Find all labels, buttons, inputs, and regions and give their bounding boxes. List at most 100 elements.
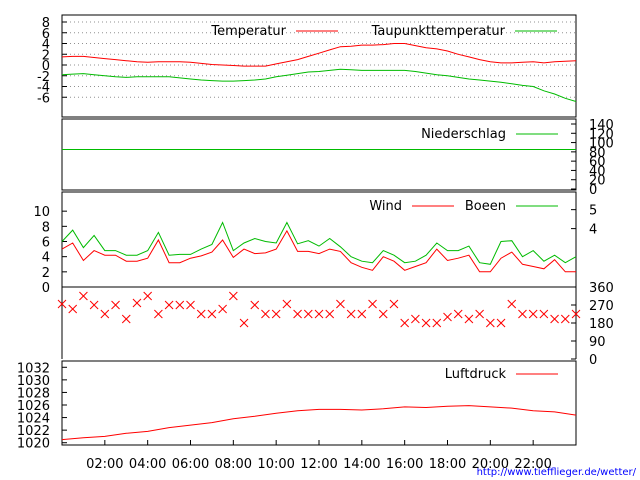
legend-label: Niederschlag [421, 127, 506, 142]
wind-direction-x-stroke [539, 309, 549, 319]
y-tick-label: 0 [42, 59, 50, 74]
wind-direction-point [143, 291, 153, 301]
wind-direction-x-stroke [453, 309, 463, 319]
y2-tick-label: 140 [589, 118, 614, 133]
y-tick-label: 4 [42, 38, 50, 53]
wind-direction-point [485, 318, 495, 328]
wind-direction-point [175, 300, 185, 310]
source-url: http://www.tiefflieger.de/wetter/ [477, 467, 637, 478]
wind-direction-point [261, 309, 270, 319]
wind-direction-x-stroke [314, 309, 324, 319]
x-tick-label: 08:00 [215, 457, 252, 472]
wind-direction-x-stroke [336, 299, 345, 309]
wind-direction-point [79, 291, 88, 301]
y2-tick-label: 180 [589, 317, 614, 332]
wind-direction-x-stroke [132, 298, 142, 308]
y-tick-label: -6 [37, 91, 50, 106]
legend-label: Luftdruck [445, 367, 507, 382]
wind-direction-point [368, 299, 377, 309]
wind-direction-point [571, 309, 581, 319]
wind-direction-point [560, 314, 570, 324]
wind-direction-point [421, 318, 431, 328]
temperature-series-line [61, 68, 577, 102]
wind-direction-point [496, 318, 506, 328]
wind-direction-x-stroke [293, 309, 302, 319]
wind-direction-point [314, 309, 324, 319]
y-tick-label: 0 [42, 281, 50, 296]
wind-direction-point [164, 300, 174, 310]
wind-direction-x-stroke [143, 291, 153, 301]
x-tick-label: 16:00 [386, 457, 423, 472]
wind-direction-point [336, 299, 345, 309]
wind-direction-x-stroke [346, 309, 356, 319]
wind-direction-x-stroke [282, 299, 292, 309]
x-tick-label: 18:00 [429, 457, 466, 472]
wind-direction-point [400, 318, 410, 328]
wind-series-line [61, 221, 577, 265]
wind-direction-point [453, 309, 463, 319]
wind-direction-x-stroke [261, 309, 270, 319]
wind-direction-point [89, 300, 99, 310]
x-tick-label: 12:00 [300, 457, 337, 472]
x-tick-label: 04:00 [129, 457, 166, 472]
wind-direction-x-stroke [121, 314, 131, 324]
wind-direction-point [432, 318, 442, 328]
wind-direction-x-stroke [154, 309, 163, 319]
wind-direction-x-stroke [368, 299, 377, 309]
y-tick-label: 1024 [17, 412, 50, 427]
precipitation-panel-frame [61, 118, 577, 191]
y2-tick-label: 60 [589, 155, 606, 170]
wind-direction-x-stroke [89, 300, 99, 310]
y-tick-label: 8 [42, 220, 50, 235]
wind-direction-x-stroke [68, 304, 78, 314]
x-tick-label: 10:00 [257, 457, 294, 472]
wind-direction-point [464, 314, 474, 324]
wind-direction-x-stroke [528, 309, 538, 319]
y-tick-label: -4 [37, 81, 50, 96]
wind-direction-x-stroke [443, 312, 452, 322]
wind-direction-point [196, 309, 206, 319]
wind-direction-point [250, 300, 260, 310]
wind-direction-point [218, 304, 227, 314]
wind-direction-point [228, 291, 238, 301]
y2-tick-label: 20 [589, 174, 606, 189]
wind-direction-point [357, 309, 367, 319]
y-tick-label: 1028 [17, 386, 50, 401]
y-tick-label: 6 [42, 236, 50, 251]
wind-direction-point [271, 309, 281, 319]
wind-direction-x-stroke [496, 318, 506, 328]
wind-direction-x-stroke [485, 318, 495, 328]
wind-direction-x-stroke [271, 309, 281, 319]
wind-direction-x-stroke [518, 309, 527, 319]
y-tick-label: 6 [42, 27, 50, 42]
y2-tick-label: 0 [589, 353, 597, 368]
wind-direction-x-stroke [218, 304, 227, 314]
wind-direction-x-stroke [207, 309, 217, 319]
wind-direction-point [550, 314, 559, 324]
wind-direction-point [528, 309, 538, 319]
wind-direction-x-stroke [571, 309, 581, 319]
y-tick-label: 1030 [17, 374, 50, 389]
y-tick-label: 8 [42, 16, 50, 31]
legend-label: Wind [369, 199, 402, 214]
y-tick-label: 1022 [17, 424, 50, 439]
wind-direction-x-stroke [239, 318, 249, 328]
wind-direction-x-stroke [111, 300, 120, 310]
wind-direction-x-stroke [421, 318, 431, 328]
wind-direction-x-stroke [560, 314, 570, 324]
wind-direction-point [57, 299, 67, 309]
y2-tick-label: 0 [589, 183, 597, 198]
wind-direction-x-stroke [507, 299, 517, 309]
wind-direction-point [68, 304, 78, 314]
x-tick-label: 22:00 [514, 457, 551, 472]
legend-label: Taupunkttemperatur [371, 24, 506, 39]
wind-direction-x-stroke [100, 309, 110, 319]
wind-direction-x-stroke [411, 314, 420, 324]
wind-direction-point [303, 309, 313, 319]
temperature-series-line [61, 43, 577, 67]
wind-direction-x-stroke [357, 309, 367, 319]
wind-direction-point [378, 309, 388, 319]
wind-direction-point [325, 309, 335, 319]
y2-tick-label: 5 [589, 204, 597, 219]
